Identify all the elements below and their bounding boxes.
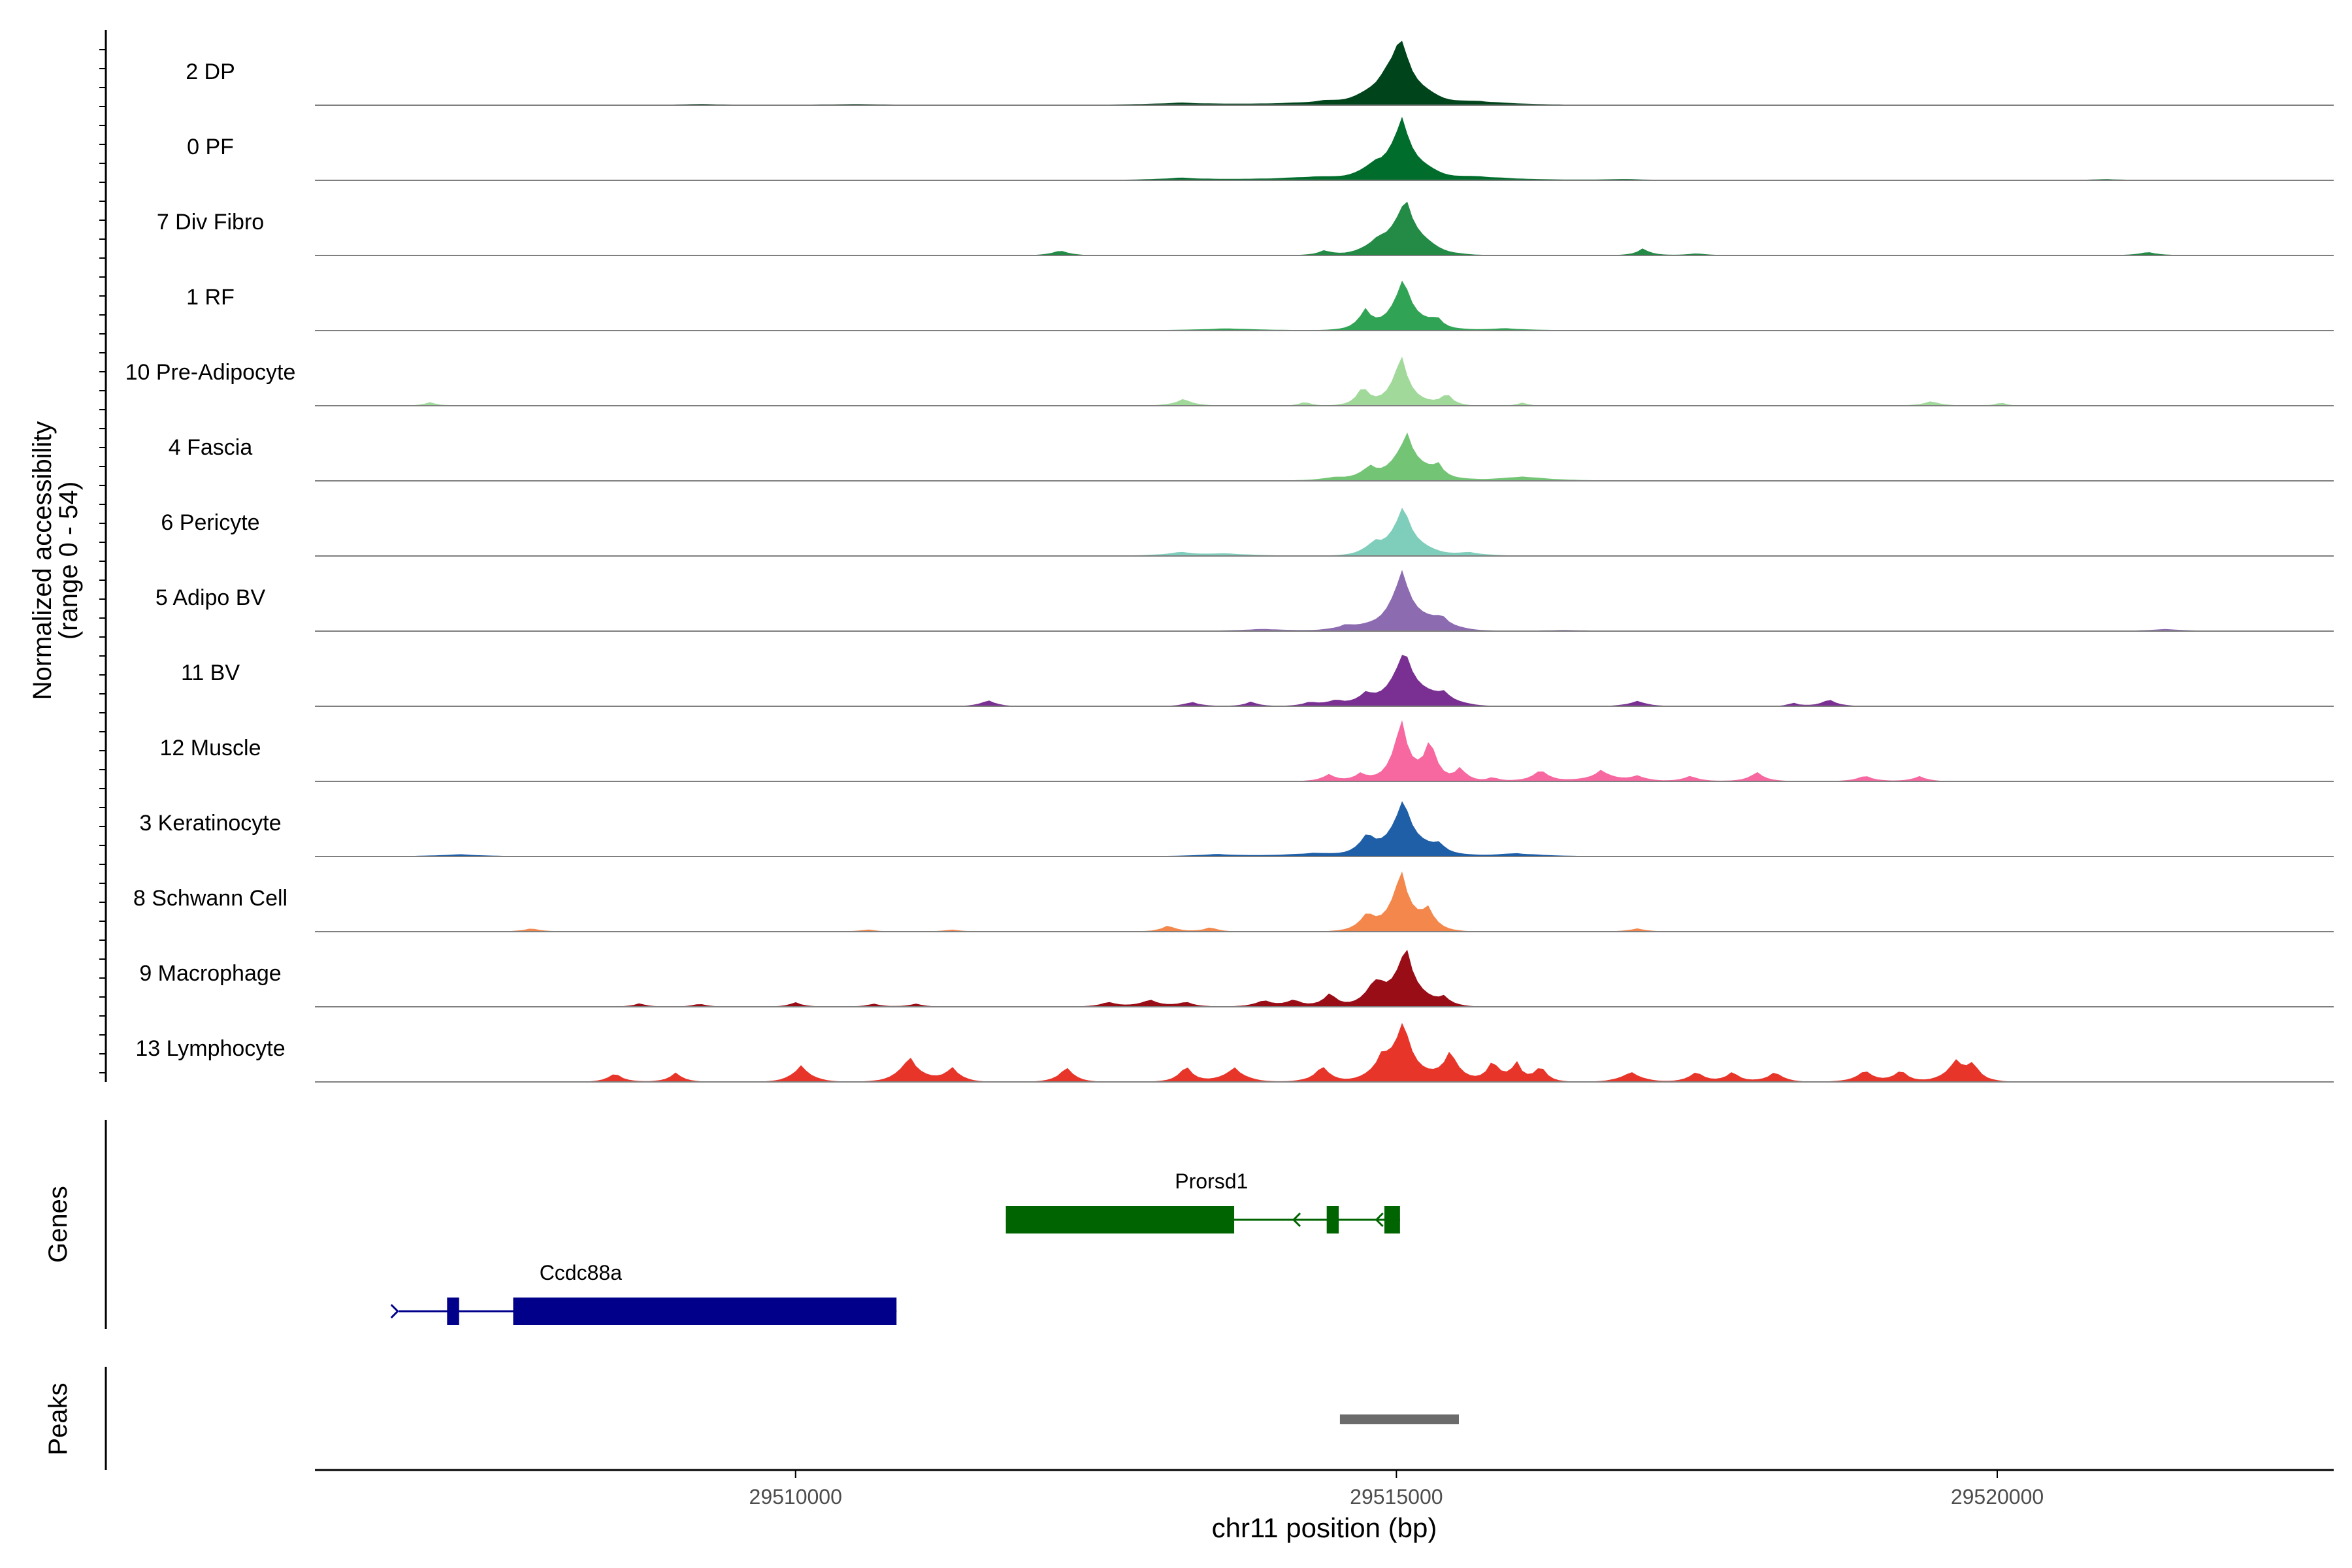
coverage-track-5 xyxy=(315,356,2334,406)
gene-exon xyxy=(447,1298,459,1325)
y-axis-title-line2: (range 0 - 54) xyxy=(54,482,83,640)
track-label: 10 Pre-Adipocyte xyxy=(125,360,296,385)
peak-region-track xyxy=(1339,1414,1459,1424)
coverage-track-8 xyxy=(315,570,2334,631)
coverage-track-1 xyxy=(315,41,2334,105)
coverage-track-13 xyxy=(315,949,2334,1007)
y-axis-ticks xyxy=(99,49,106,1073)
x-axis-ticks: 29510000 29515000 29520000 xyxy=(749,1470,2044,1509)
coverage-track-3 xyxy=(315,201,2334,255)
track-label: 1 RF xyxy=(186,285,235,310)
coverage-track-11 xyxy=(315,801,2334,857)
axes: 29510000 29515000 29520000 xyxy=(99,30,2334,1509)
coverage-track-9 xyxy=(315,655,2334,706)
track-label: 7 Div Fibro xyxy=(157,210,264,235)
coverage-track-4 xyxy=(315,280,2334,331)
gene-exon xyxy=(513,1298,897,1325)
track-label: 13 Lymphocyte xyxy=(135,1036,285,1061)
track-label: 8 Schwann Cell xyxy=(133,886,287,911)
strand-arrow xyxy=(390,1303,399,1319)
x-tick-label: 29515000 xyxy=(1350,1485,1443,1509)
peak-region xyxy=(1339,1414,1459,1424)
x-tick-label: 29520000 xyxy=(1951,1485,2044,1509)
track-label: 4 Fascia xyxy=(169,435,253,460)
gene-exon xyxy=(1326,1206,1339,1233)
gene-exon xyxy=(1384,1206,1400,1233)
gene-exon xyxy=(1005,1206,1235,1233)
track-label: 11 BV xyxy=(181,661,240,685)
x-axis-title: chr11 position (bp) xyxy=(1212,1512,1437,1543)
gene-annotation-track: Prorsd1 Ccdc88a xyxy=(390,1169,1400,1325)
gene-name-label: Ccdc88a xyxy=(540,1261,623,1284)
x-tick-label: 29510000 xyxy=(749,1485,842,1509)
coverage-track-12 xyxy=(315,871,2334,932)
gene-ccdc88a: Ccdc88a xyxy=(390,1261,897,1325)
peaks-panel-label: Peaks xyxy=(44,1382,73,1455)
coverage-track-7 xyxy=(315,508,2334,556)
track-label: 3 Keratinocyte xyxy=(139,811,281,836)
strand-arrow xyxy=(1375,1212,1384,1228)
strand-arrow xyxy=(1292,1212,1301,1228)
coverage-track-6 xyxy=(315,432,2334,481)
coverage-track-14 xyxy=(315,1022,2334,1082)
track-labels: 2 DP 0 PF 7 Div Fibro 1 RF 10 Pre-Adipocyte 4… xyxy=(125,59,296,1061)
genes-panel-label: Genes xyxy=(44,1186,73,1263)
coverage-track-2 xyxy=(315,116,2334,180)
track-label: 2 DP xyxy=(186,59,235,84)
gene-prorsd1: Prorsd1 xyxy=(1005,1169,1400,1233)
track-label: 12 Muscle xyxy=(160,736,261,760)
coverage-track-10 xyxy=(315,720,2334,781)
gene-name-label: Prorsd1 xyxy=(1175,1169,1248,1193)
track-label: 6 Pericyte xyxy=(161,510,259,535)
y-axis-title-line1: Normalized accessibility xyxy=(28,421,57,700)
track-label: 0 PF xyxy=(187,135,234,159)
track-label: 5 Adipo BV xyxy=(155,585,266,610)
track-label: 9 Macrophage xyxy=(139,961,281,986)
coverage-tracks xyxy=(315,41,2334,1083)
